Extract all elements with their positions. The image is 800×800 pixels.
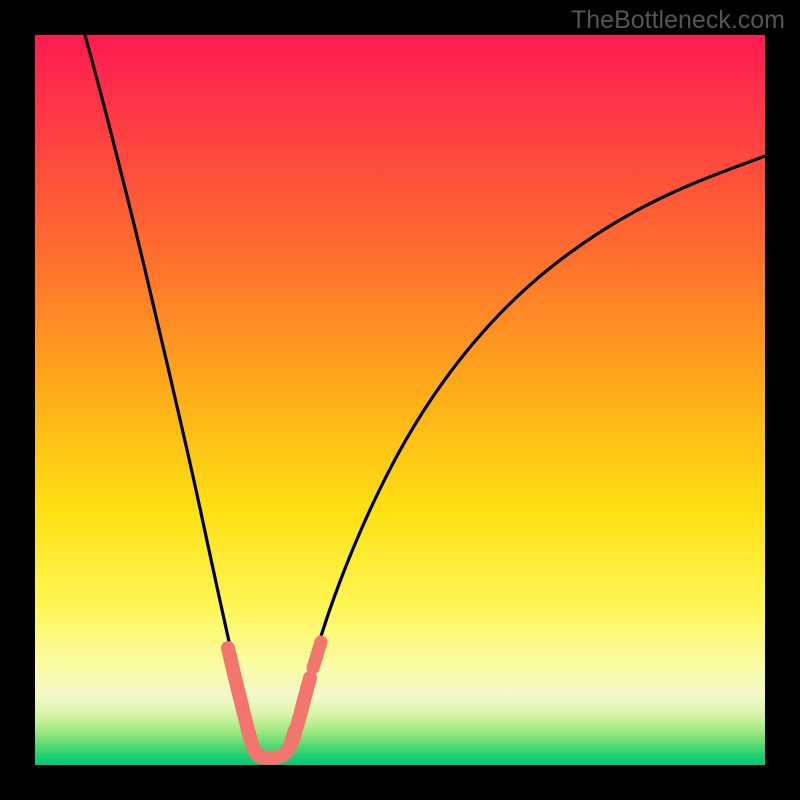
chart-canvas: [0, 0, 800, 800]
plot-background: [35, 35, 765, 765]
salmon-segment-lower: [290, 730, 294, 742]
watermark-text: TheBottleneck.com: [571, 6, 785, 35]
salmon-segment-upper: [313, 642, 321, 668]
